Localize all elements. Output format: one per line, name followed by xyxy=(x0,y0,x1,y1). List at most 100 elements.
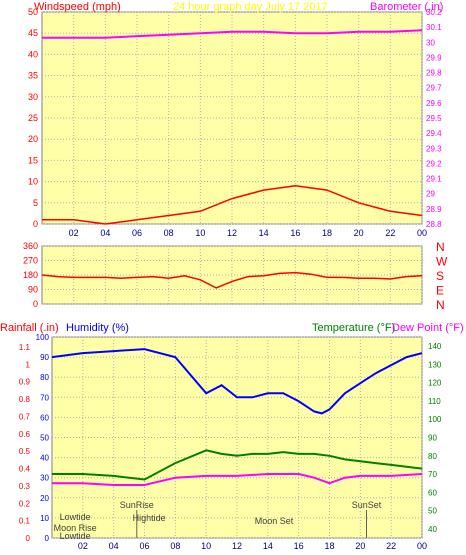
direction-tick-label: 0 xyxy=(33,299,38,309)
temperature-tick-label: 120 xyxy=(428,379,442,388)
temperature-tick-label: 90 xyxy=(428,434,437,443)
windspeed-tick-label: 5 xyxy=(33,198,38,208)
rainfall-tick-label: 0.5 xyxy=(19,447,31,456)
barometer-axis-title: Barometer (.in) xyxy=(370,1,443,13)
humidity-tick-label: 90 xyxy=(40,353,49,362)
humidity-line xyxy=(51,348,423,415)
dewpoint-axis-title: Dew Point (°F) xyxy=(392,322,464,334)
temperature-tick-label: 130 xyxy=(428,360,442,369)
x-tick-label: 08 xyxy=(170,541,180,551)
x-tick-label: 10 xyxy=(201,541,211,551)
barometer-tick-label: 29 xyxy=(426,190,435,199)
windspeed-tick-label: 30 xyxy=(28,92,38,102)
barometer-tick-label: 29.1 xyxy=(426,175,442,184)
x-tick-label: 12 xyxy=(227,228,237,238)
x-tick-label: 12 xyxy=(232,541,242,551)
barometer-tick-label: 30.2 xyxy=(426,8,442,17)
rainfall-tick-label: 0.6 xyxy=(19,430,31,439)
windspeed-tick-label: 0 xyxy=(33,219,38,229)
annotation-label: Hightide xyxy=(133,513,166,523)
humidity-tick-label: 20 xyxy=(40,494,49,503)
compass-tick-label: W xyxy=(436,255,448,269)
rainfall-tick-label: 0.2 xyxy=(19,499,31,508)
compass-tick-label: N xyxy=(436,240,445,254)
windspeed-tick-label: 15 xyxy=(28,155,38,165)
temperature-tick-label: 140 xyxy=(428,342,442,351)
x-tick-label: 14 xyxy=(263,541,273,551)
direction-tick-label: 180 xyxy=(23,270,38,280)
barometer-tick-label: 30.1 xyxy=(426,23,442,32)
annotation-label: Moon Rise xyxy=(54,523,97,533)
x-tick-label: 20 xyxy=(354,228,364,238)
humidity-axis-title: Humidity (%) xyxy=(66,322,129,334)
barometer-tick-label: 29.4 xyxy=(426,129,442,138)
compass-tick-label: E xyxy=(436,284,444,298)
x-tick-label: 14 xyxy=(259,228,269,238)
x-tick-label: 10 xyxy=(195,228,205,238)
windspeed-tick-label: 50 xyxy=(28,7,38,17)
barometer-tick-label: 29.5 xyxy=(426,114,442,123)
humidity-tick-label: 100 xyxy=(36,333,50,342)
humidity-tick-label: 60 xyxy=(40,413,49,422)
x-tick-label: 22 xyxy=(386,541,396,551)
x-tick-label: 16 xyxy=(294,541,304,551)
rainfall-tick-label: 0 xyxy=(26,534,31,543)
barometer-tick-label: 30 xyxy=(426,38,435,47)
compass-tick-label: S xyxy=(436,269,444,283)
humidity-tick-label: 0 xyxy=(45,534,50,543)
humidity-tick-label: 30 xyxy=(40,474,49,483)
temperature-tick-label: 40 xyxy=(428,525,437,534)
x-tick-label: 06 xyxy=(132,228,142,238)
barometer-line xyxy=(42,29,423,39)
x-tick-label: 22 xyxy=(385,228,395,238)
x-tick-label: 18 xyxy=(324,541,334,551)
barometer-tick-label: 29.7 xyxy=(426,84,442,93)
x-tick-label: 08 xyxy=(164,228,174,238)
x-tick-label: 00 xyxy=(417,541,427,551)
x-tick-label: 20 xyxy=(355,541,365,551)
windspeed-line xyxy=(42,185,423,225)
annotation-label: SunRise xyxy=(120,500,154,510)
barometer-tick-label: 28.9 xyxy=(426,205,442,214)
windspeed-tick-label: 45 xyxy=(28,28,38,38)
x-tick-label: 06 xyxy=(139,541,149,551)
humidity-tick-label: 80 xyxy=(40,373,49,382)
temperature-tick-label: 70 xyxy=(428,470,437,479)
rainfall-tick-label: 0.1 xyxy=(19,517,31,526)
temperature-line xyxy=(52,449,423,481)
dew-point-line xyxy=(52,473,423,486)
rainfall-tick-label: 1 xyxy=(26,360,31,369)
temperature-axis-title: Temperature (°F) xyxy=(312,322,395,334)
rainfall-axis-title: Rainfall (.in) xyxy=(0,322,59,334)
chart-title: 24 hour graph day July 17 2017 xyxy=(173,1,328,13)
barometer-tick-label: 29.3 xyxy=(426,144,442,153)
windspeed-tick-label: 20 xyxy=(28,134,38,144)
barometer-tick-label: 28.8 xyxy=(426,220,442,229)
x-tick-label: 18 xyxy=(322,228,332,238)
rainfall-tick-label: 1.1 xyxy=(19,343,31,352)
temperature-tick-label: 100 xyxy=(428,415,442,424)
wind-direction-line xyxy=(41,271,423,289)
rainfall-tick-label: 0.8 xyxy=(19,395,31,404)
temperature-tick-label: 80 xyxy=(428,452,437,461)
humidity-tick-label: 40 xyxy=(40,454,49,463)
direction-tick-label: 270 xyxy=(23,256,38,266)
x-tick-label: 02 xyxy=(78,541,88,551)
humidity-tick-label: 70 xyxy=(40,393,49,402)
annotation-label: Lowtide xyxy=(60,512,91,522)
barometer-tick-label: 29.2 xyxy=(426,159,442,168)
barometer-tick-label: 29.8 xyxy=(426,69,442,78)
annotation-label: SunSet xyxy=(352,500,382,510)
x-tick-label: 04 xyxy=(100,228,110,238)
humidity-tick-label: 50 xyxy=(40,434,49,443)
windspeed-tick-label: 10 xyxy=(28,177,38,187)
barometer-tick-label: 29.9 xyxy=(426,53,442,62)
windspeed-tick-label: 25 xyxy=(28,113,38,123)
direction-tick-label: 90 xyxy=(28,285,38,295)
x-tick-label: 02 xyxy=(69,228,79,238)
windspeed-tick-label: 35 xyxy=(28,71,38,81)
rainfall-tick-label: 0.4 xyxy=(19,465,31,474)
x-tick-label: 00 xyxy=(417,228,427,238)
windspeed-tick-label: 40 xyxy=(28,49,38,59)
